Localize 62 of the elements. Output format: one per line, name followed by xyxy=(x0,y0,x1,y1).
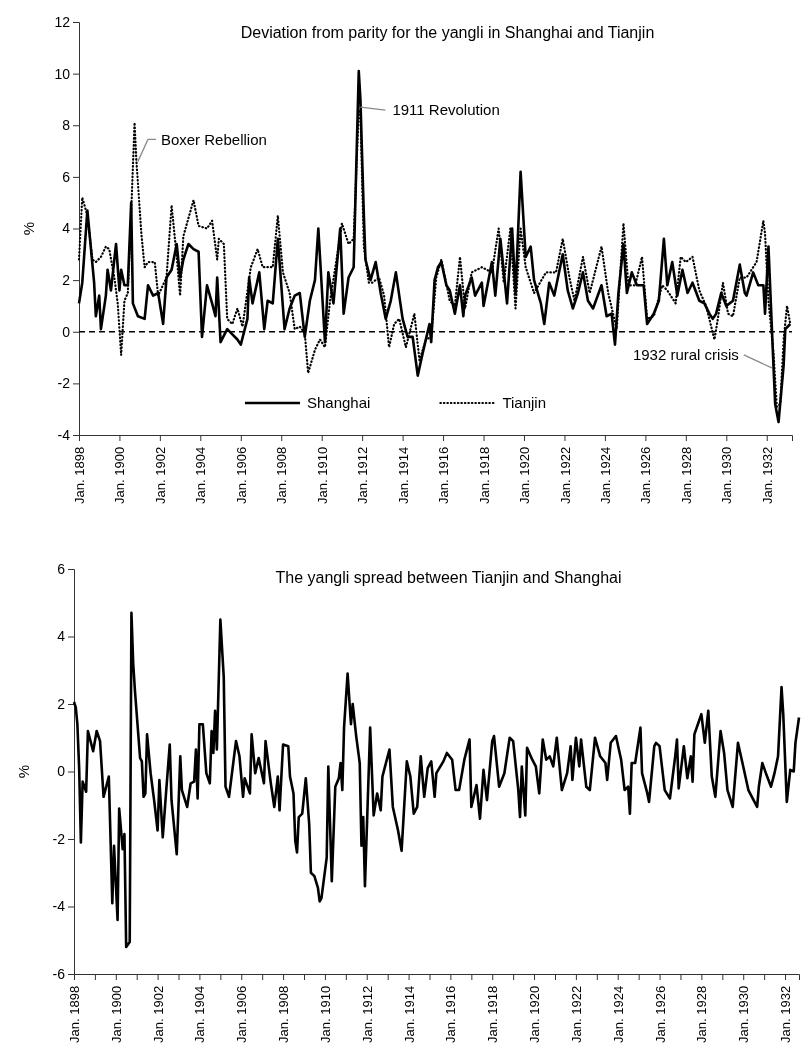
x-tick-label: Jan. 1900 xyxy=(108,985,124,1043)
y-tick-label: -2 xyxy=(57,375,71,392)
x-tick-label: Jan. 1918 xyxy=(476,446,492,504)
x-tick-label: Jan. 1916 xyxy=(436,446,452,504)
x-tick-label: Jan. 1924 xyxy=(610,985,626,1043)
x-tick-label: Jan. 1932 xyxy=(778,985,794,1043)
x-tick-label: Jan. 1906 xyxy=(234,985,250,1043)
x-tick-label: Jan. 1928 xyxy=(694,985,710,1043)
annotation: 1932 rural crisis xyxy=(632,346,739,364)
x-tick-label: Jan. 1920 xyxy=(527,985,543,1043)
x-tick-label: Jan. 1906 xyxy=(233,446,249,504)
x-tick-label: Jan. 1908 xyxy=(276,985,292,1043)
x-tick-label: Jan. 1904 xyxy=(193,446,209,504)
y-tick-label: 2 xyxy=(57,695,66,712)
x-tick-label: Jan. 1902 xyxy=(150,985,166,1043)
x-tick-label: Jan. 1932 xyxy=(759,446,775,504)
y-tick-label: 4 xyxy=(62,220,71,237)
x-tick-label: Jan. 1904 xyxy=(192,985,208,1043)
x-tick-label: Jan. 1898 xyxy=(67,985,83,1043)
x-tick-label: Jan. 1898 xyxy=(72,446,88,504)
y-tick-label: 0 xyxy=(57,763,66,780)
x-tick-label: Jan. 1918 xyxy=(485,985,501,1043)
x-tick-label: Jan. 1912 xyxy=(359,985,375,1043)
x-tick-label: Jan. 1914 xyxy=(401,985,417,1043)
y-tick-label: -2 xyxy=(52,830,66,847)
y-tick-label: 2 xyxy=(62,272,71,289)
line-series xyxy=(72,611,801,949)
x-tick-label: Jan. 1914 xyxy=(395,446,411,504)
x-tick-label: Jan. 1922 xyxy=(557,446,573,504)
x-tick-label: Jan. 1902 xyxy=(152,446,168,504)
y-tick-label: 6 xyxy=(57,560,66,577)
y-tick-label: 4 xyxy=(57,628,66,645)
x-tick-label: Jan. 1926 xyxy=(638,446,654,504)
x-tick-label: Jan. 1920 xyxy=(517,446,533,504)
y-tick-label: -6 xyxy=(52,965,66,982)
chart-title: The yangli spread between Tianjin and Shanghai xyxy=(275,569,622,586)
x-tick-label: Jan. 1916 xyxy=(443,985,459,1043)
y-tick-label: 12 xyxy=(54,13,71,30)
legend-label: Shanghai xyxy=(306,394,371,412)
x-tick-label: Jan. 1908 xyxy=(274,446,290,504)
y-tick-label: 6 xyxy=(62,168,71,185)
x-tick-label: Jan. 1910 xyxy=(317,985,333,1043)
x-tick-label: Jan. 1930 xyxy=(736,985,752,1043)
chart-title: Deviation from parity for the yangli in Shanghai and Tianjin xyxy=(240,24,655,41)
y-tick-label: 10 xyxy=(54,65,71,82)
x-tick-label: Jan. 1924 xyxy=(597,446,613,504)
x-tick-label: Jan. 1900 xyxy=(112,446,128,504)
x-tick-label: Jan. 1928 xyxy=(678,446,694,504)
y-tick-label: -4 xyxy=(57,426,71,443)
x-tick-label: Jan. 1930 xyxy=(719,446,735,504)
annotation: Boxer Rebellion xyxy=(160,130,267,148)
y-tick-label: 8 xyxy=(62,117,71,134)
x-tick-label: Jan. 1912 xyxy=(355,446,371,504)
y-axis-title: % xyxy=(20,221,37,236)
y-tick-label: 0 xyxy=(62,323,71,340)
legend-label: Tianjin xyxy=(502,394,547,412)
x-tick-label: Jan. 1910 xyxy=(314,446,330,504)
y-tick-label: -4 xyxy=(52,898,66,915)
y-axis-title: % xyxy=(15,764,32,779)
annotation: 1911 Revolution xyxy=(392,101,500,119)
x-tick-label: Jan. 1926 xyxy=(652,985,668,1043)
x-tick-label: Jan. 1922 xyxy=(568,985,584,1043)
